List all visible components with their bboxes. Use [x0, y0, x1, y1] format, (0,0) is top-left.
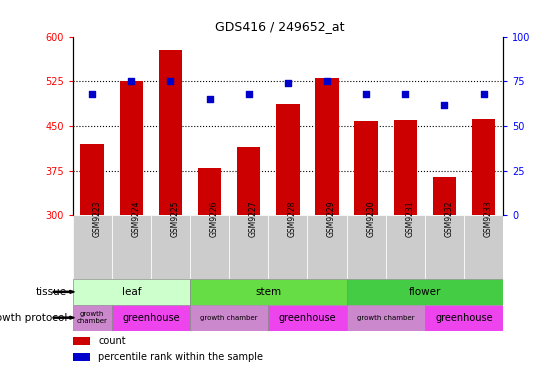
Bar [190, 215, 229, 279]
Point [127, 78, 136, 84]
Point [166, 78, 175, 84]
Text: growth chamber: growth chamber [357, 315, 414, 321]
Text: growth protocol: growth protocol [0, 313, 67, 323]
Bar [237, 147, 260, 215]
Point [323, 78, 331, 84]
Point [440, 102, 449, 108]
Text: GSM9231: GSM9231 [405, 200, 414, 237]
Bar [276, 104, 300, 215]
Bar [112, 305, 190, 330]
Text: GSM9224: GSM9224 [131, 200, 140, 237]
Point [244, 91, 253, 97]
Bar [73, 353, 90, 361]
Point [479, 91, 488, 97]
Text: GSM9228: GSM9228 [288, 200, 297, 237]
Text: GSM9229: GSM9229 [327, 200, 336, 237]
Point [88, 91, 97, 97]
Text: growth chamber: growth chamber [201, 315, 258, 321]
Bar [190, 305, 268, 330]
Bar [73, 215, 112, 279]
Text: greenhouse: greenhouse [435, 313, 493, 323]
Text: percentile rank within the sample: percentile rank within the sample [98, 352, 263, 362]
Text: GSM9226: GSM9226 [210, 200, 219, 237]
Point [401, 91, 410, 97]
Bar [190, 279, 347, 305]
Bar [198, 168, 221, 215]
Text: GSM9225: GSM9225 [170, 200, 179, 237]
Bar [347, 305, 425, 330]
Text: greenhouse: greenhouse [278, 313, 337, 323]
Point [283, 80, 292, 86]
Bar [229, 215, 268, 279]
Text: greenhouse: greenhouse [122, 313, 180, 323]
Bar [386, 215, 425, 279]
Bar [112, 215, 151, 279]
Text: GSM9227: GSM9227 [249, 200, 258, 237]
Text: tissue: tissue [36, 287, 67, 297]
Bar [347, 279, 503, 305]
Bar [73, 279, 190, 305]
Text: GDS416 / 249652_at: GDS416 / 249652_at [215, 20, 344, 33]
Bar [347, 215, 386, 279]
Point [362, 91, 371, 97]
Bar [268, 215, 307, 279]
Text: count: count [98, 336, 126, 346]
Point [205, 96, 214, 102]
Text: stem: stem [255, 287, 281, 297]
Text: GSM9232: GSM9232 [444, 200, 453, 237]
Bar [307, 215, 347, 279]
Text: GSM9230: GSM9230 [366, 200, 375, 237]
Bar [425, 215, 464, 279]
Text: GSM9233: GSM9233 [484, 200, 492, 237]
Text: GSM9223: GSM9223 [92, 200, 101, 237]
Bar [268, 305, 347, 330]
Bar [120, 81, 143, 215]
Bar [73, 305, 112, 330]
Bar [159, 50, 182, 215]
Text: flower: flower [409, 287, 441, 297]
Bar [151, 215, 190, 279]
Text: growth
chamber: growth chamber [77, 311, 108, 324]
Bar [394, 120, 417, 215]
Bar [73, 337, 90, 345]
Bar [425, 305, 503, 330]
Bar [354, 121, 378, 215]
Text: leaf: leaf [122, 287, 141, 297]
Bar [80, 144, 104, 215]
Bar [472, 119, 495, 215]
Bar [464, 215, 503, 279]
Bar [315, 78, 339, 215]
Bar [433, 177, 456, 215]
